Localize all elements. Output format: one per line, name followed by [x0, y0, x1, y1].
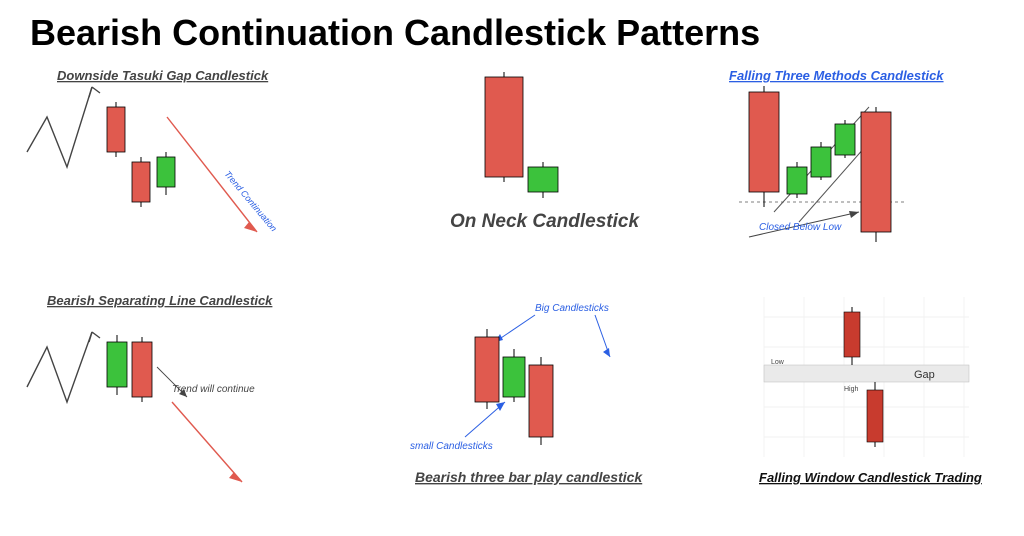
- separating-title: Bearish Separating Line Candlestick: [47, 293, 273, 308]
- separating-svg: Bearish Separating Line Candlestick Tren…: [12, 287, 342, 512]
- separating-candles: [107, 335, 152, 402]
- fallingthree-candles: [749, 86, 891, 242]
- fallingthree-annotation: Closed Below Low: [759, 222, 842, 233]
- pattern-fallingthree: Falling Three Methods Candlestick: [679, 62, 1012, 287]
- threebar-svg: Big Candlesticks small Candlesticks Bear…: [345, 287, 675, 512]
- tasuki-title: Downside Tasuki Gap Candlestick: [57, 68, 269, 83]
- threebar-candles: [475, 329, 553, 445]
- patterns-grid: Downside Tasuki Gap Candlestick Trend Co…: [12, 62, 1012, 512]
- onneck-candles: [485, 72, 558, 198]
- high-label: High: [844, 386, 859, 393]
- onneck-svg: On Neck Candlestick: [345, 62, 675, 287]
- tasuki-zigzag: [27, 87, 92, 167]
- pattern-threebar: Big Candlesticks small Candlesticks Bear…: [345, 287, 678, 512]
- fallingthree-svg: Falling Three Methods Candlestick: [679, 62, 1009, 287]
- fallingthree-title: Falling Three Methods Candlestick: [729, 68, 944, 83]
- onneck-title: On Neck Candlestick: [450, 211, 640, 232]
- threebar-ann2: small Candlesticks: [410, 441, 493, 452]
- pattern-separating: Bearish Separating Line Candlestick Tren…: [12, 287, 345, 512]
- fallingwindow-svg: Gap Low High Falling Window Candlestick …: [679, 287, 1009, 512]
- fallingwindow-title: Falling Window Candlestick Trading: [759, 470, 982, 485]
- threebar-ann1: Big Candlesticks: [535, 303, 609, 314]
- gap-label: Gap: [914, 369, 935, 381]
- threebar-title: Bearish three bar play candlestick: [415, 469, 643, 485]
- pattern-fallingwindow: Gap Low High Falling Window Candlestick …: [679, 287, 1012, 512]
- tasuki-arrow: [167, 117, 257, 232]
- tasuki-candles: [107, 102, 175, 207]
- tasuki-svg: Downside Tasuki Gap Candlestick Trend Co…: [12, 62, 342, 287]
- pattern-onneck: On Neck Candlestick: [345, 62, 678, 287]
- page-title: Bearish Continuation Candlestick Pattern…: [0, 0, 1024, 62]
- low-label: Low: [771, 359, 785, 366]
- gap-band: [764, 365, 969, 382]
- pattern-tasuki: Downside Tasuki Gap Candlestick Trend Co…: [12, 62, 345, 287]
